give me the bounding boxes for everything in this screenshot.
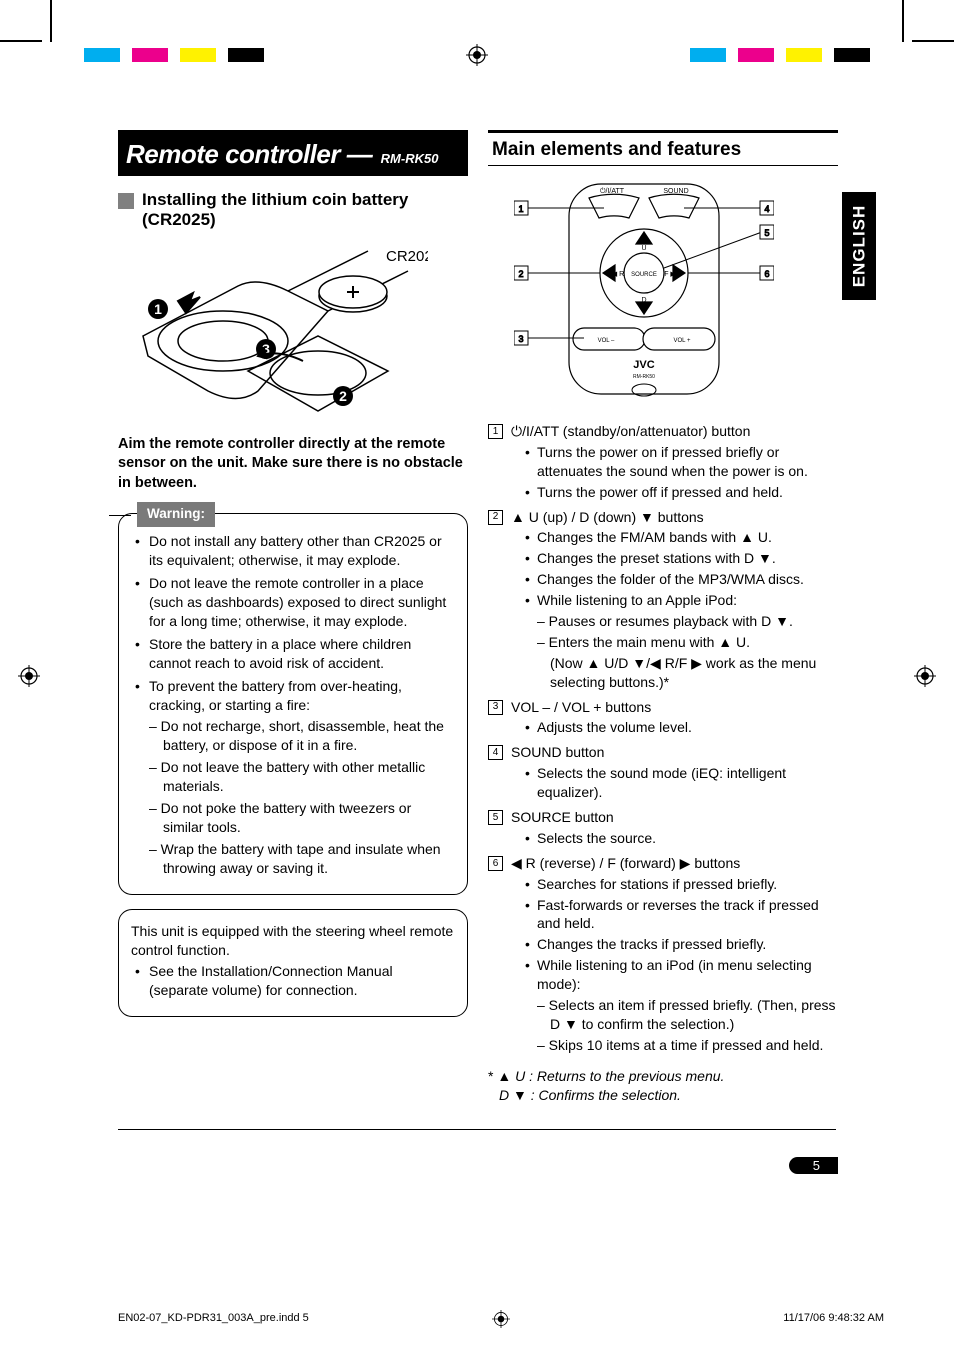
svg-text:1: 1: [518, 204, 523, 214]
svg-text:SOUND: SOUND: [663, 188, 688, 195]
footer-right: 11/17/06 9:48:32 AM: [783, 1312, 884, 1324]
section-heading: Installing the lithium coin battery (CR2…: [118, 190, 468, 231]
warning-list: Do not install any battery other than CR…: [131, 532, 455, 877]
warning-item: Do not install any battery other than CR…: [135, 532, 455, 570]
svg-text:D: D: [641, 297, 646, 304]
title-banner: Remote controller — RM-RK50: [118, 130, 468, 176]
crop-mark: [902, 0, 904, 42]
svg-text:VOL +: VOL +: [674, 338, 691, 344]
footer-rule: [118, 1129, 836, 1130]
title-model: RM-RK50: [381, 151, 439, 166]
remote-figure: ⏻/I/ATT SOUND U D ◀ R F ▶ SOURCE VOL – V…: [514, 178, 774, 408]
page-content: Remote controller — RM-RK50 Installing t…: [118, 130, 838, 1130]
svg-text:U: U: [641, 245, 646, 252]
svg-text:6: 6: [764, 269, 769, 279]
warning-box: Warning: Do not install any battery othe…: [118, 513, 468, 894]
svg-text:JVC: JVC: [633, 359, 654, 371]
warning-item: Do not leave the remote controller in a …: [135, 574, 455, 631]
registration-squares-left: [84, 48, 264, 62]
aim-instruction: Aim the remote controller directly at th…: [118, 435, 468, 494]
battery-install-figure: 1 2 3 CR2025: [128, 241, 428, 421]
item-head: ⏻/I/ATT (standby/on/attenuator) button: [511, 423, 750, 439]
page-number: 5: [789, 1157, 838, 1174]
registration-target-icon: [492, 1310, 510, 1328]
title-main: Remote controller —: [126, 139, 372, 169]
right-column: Main elements and features ENGLISH: [488, 130, 838, 1105]
battery-label: CR2025: [386, 248, 428, 265]
warning-sub: – Do not recharge, short, disassemble, h…: [149, 717, 455, 755]
svg-text:⏻/I/ATT: ⏻/I/ATT: [600, 187, 625, 195]
crop-mark: [0, 40, 42, 42]
warning-label: Warning:: [137, 502, 215, 526]
registration-squares-right: [690, 48, 870, 62]
info-line: This unit is equipped with the steering …: [131, 922, 455, 960]
section-square-icon: [118, 193, 134, 209]
footer-left: EN02-07_KD-PDR31_003A_pre.indd 5: [118, 1312, 309, 1324]
crop-mark: [50, 0, 52, 42]
svg-text:F ▶: F ▶: [664, 271, 676, 278]
warning-sub: – Wrap the battery with tape and insulat…: [149, 840, 455, 878]
svg-text:RM-RK50: RM-RK50: [633, 374, 655, 380]
svg-text:1: 1: [154, 301, 162, 317]
print-footer: EN02-07_KD-PDR31_003A_pre.indd 5 11/17/0…: [118, 1312, 884, 1324]
feature-list: 1 ⏻/I/ATT (standby/on/attenuator) button…: [488, 422, 838, 1105]
right-heading: Main elements and features: [488, 130, 838, 166]
section-heading-text: Installing the lithium coin battery (CR2…: [142, 190, 468, 231]
left-column: Remote controller — RM-RK50 Installing t…: [118, 130, 468, 1105]
steering-info-box: This unit is equipped with the steering …: [118, 909, 468, 1018]
crop-mark: [912, 40, 954, 42]
svg-text:2: 2: [518, 269, 523, 279]
registration-target-icon: [18, 665, 40, 687]
callout-num: 1: [488, 424, 503, 439]
registration-target-icon: [466, 44, 488, 66]
language-tab: ENGLISH: [842, 192, 876, 300]
svg-text:SOURCE: SOURCE: [631, 272, 657, 278]
svg-text:2: 2: [339, 388, 347, 404]
svg-text:3: 3: [518, 334, 523, 344]
warning-sub: – Do not leave the battery with other me…: [149, 758, 455, 796]
item-head: ▲ U (up) / D (down) ▼ buttons: [511, 509, 704, 525]
svg-text:5: 5: [764, 228, 769, 238]
warning-sub: – Do not poke the battery with tweezers …: [149, 799, 455, 837]
warning-item: Store the battery in a place where child…: [135, 635, 455, 673]
footnote: * ▲ U : Returns to the previous menu. D …: [488, 1067, 838, 1105]
svg-text:◀ R: ◀ R: [612, 271, 624, 278]
registration-target-icon: [914, 665, 936, 687]
svg-text:VOL –: VOL –: [598, 338, 615, 344]
warning-item: To prevent the battery from over-heating…: [135, 677, 455, 878]
info-bullet: See the Installation/Connection Manual (…: [135, 962, 455, 1000]
svg-text:4: 4: [764, 204, 769, 214]
